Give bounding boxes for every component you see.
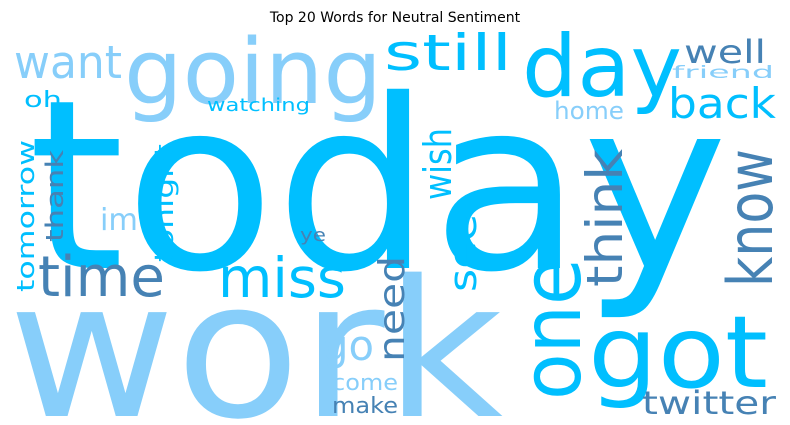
word: im [100, 203, 138, 238]
word: watching [207, 95, 310, 116]
word: time [38, 245, 165, 310]
word: oh [24, 88, 62, 113]
chart-title: Top 20 Words for Neutral Sentiment [269, 10, 521, 26]
word: know [714, 149, 787, 287]
word: come [332, 371, 398, 396]
word: today [28, 49, 728, 324]
word: miss [218, 246, 346, 310]
word: day [522, 17, 682, 117]
word: need [372, 256, 413, 362]
word: got [588, 294, 768, 411]
word: think [576, 149, 634, 287]
word: well [684, 33, 766, 71]
word: back [668, 79, 777, 128]
word: work [8, 240, 503, 425]
word: going [124, 20, 382, 125]
word: home [554, 97, 624, 125]
word: twitter [642, 384, 777, 422]
word: ye [300, 225, 326, 246]
word: see [441, 214, 485, 292]
word: thank [41, 150, 69, 242]
word: one [505, 258, 600, 400]
word: tonight [150, 144, 180, 262]
word: tomorrow [12, 140, 40, 292]
word: still [384, 24, 512, 82]
word: want [14, 36, 122, 89]
word: make [332, 394, 398, 419]
word: go [322, 321, 374, 370]
word: wish [416, 128, 460, 200]
word: friend [672, 63, 774, 83]
